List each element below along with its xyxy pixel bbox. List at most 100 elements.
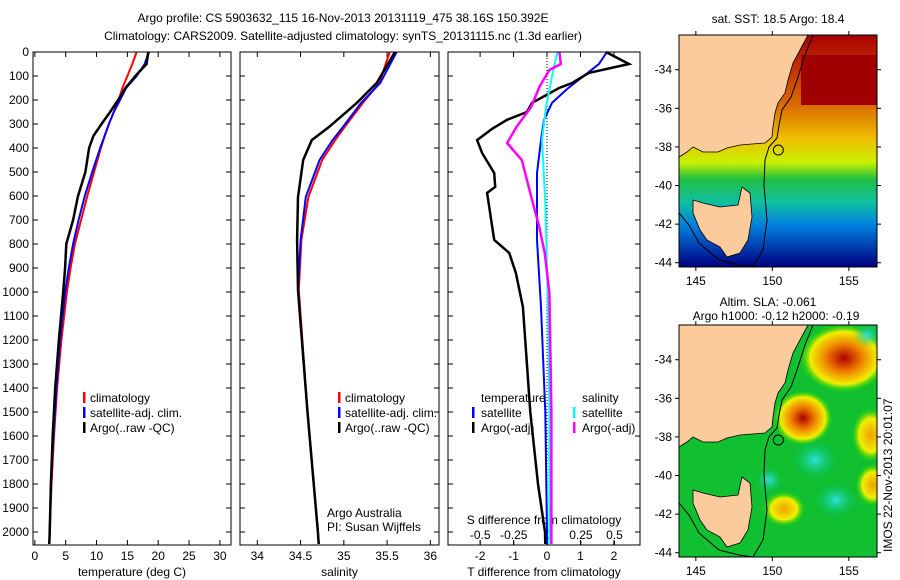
legend-label: satellite-adj. clim. (345, 406, 437, 420)
x-axis-label: temperature (deg C) (78, 565, 186, 579)
y-tick-label: 1200 (2, 333, 29, 347)
sla-cold-eddy (791, 440, 839, 480)
y-tick-label: 0 (22, 45, 29, 59)
y-tick-label: 200 (9, 93, 29, 107)
y-tick-label: 500 (9, 165, 29, 179)
sst-map-title: sat. SST: 18.5 Argo: 18.4 (712, 12, 845, 26)
legend-temperature: climatology satellite-adj. clim. Argo(..… (83, 391, 182, 435)
lat-tick-label: -38 (655, 430, 673, 444)
lat-tick-label: -42 (655, 507, 673, 521)
lon-tick-label: 150 (762, 564, 782, 578)
annotation-argo-australia: Argo Australia (327, 506, 402, 520)
legend-label: climatology (90, 391, 150, 405)
tasmania (692, 476, 753, 548)
legend-header-salinity: salinity (582, 391, 619, 405)
lon-tick-label: 145 (686, 564, 706, 578)
legend-label: Argo(..raw -QC) (90, 421, 175, 435)
tasmania (692, 186, 753, 258)
x2-tick-label: -0.25 (500, 528, 528, 542)
legend-label: Argo(..raw -QC) (345, 421, 430, 435)
y-tick-label: 1400 (2, 381, 29, 395)
y-tick-label: 1600 (2, 429, 29, 443)
sla-map-title-2: Argo h1000: -0.12 h2000: -0.19 (693, 309, 860, 323)
title-line-1: Argo profile: CS 5903632_115 16-Nov-2013… (138, 11, 549, 25)
y-tick-label: 300 (9, 117, 29, 131)
x-tick-label: 35 (337, 549, 351, 563)
lat-tick-label: -40 (655, 179, 673, 193)
legend-label: Argo(-adj) (582, 421, 635, 435)
x2-tick-label: 0.5 (606, 528, 623, 542)
series-t-argo-adj- (475, 50, 633, 545)
sst-warm-core (801, 55, 877, 105)
x-tick-label: 30 (213, 549, 227, 563)
legend-swatch-argo (83, 422, 86, 433)
shelf-contour (679, 325, 814, 557)
x-tick-label: 25 (182, 549, 196, 563)
x-tick-label: 36 (424, 549, 438, 563)
series-s-argo-adj- (505, 51, 563, 544)
x-axis-label: T difference from climatology (467, 565, 621, 579)
y-tick-label: 1900 (2, 501, 29, 515)
x-tick-label: 5 (62, 549, 69, 563)
legend-swatch-s-satellite (573, 407, 576, 418)
legend-swatch-s-argo (573, 422, 576, 433)
sla-map-frame (678, 324, 878, 558)
sla-cold-eddy (853, 325, 877, 347)
lon-tick-label: 145 (686, 274, 706, 288)
x-tick-label: 15 (121, 549, 135, 563)
lat-tick-label: -38 (655, 140, 673, 154)
lat-tick-label: -36 (655, 101, 673, 115)
sst-map (678, 34, 878, 268)
series-argo-raw-qc- (48, 51, 150, 545)
plot-frame (447, 51, 641, 546)
plot-frame (32, 51, 232, 546)
x-tick-label: 34.5 (289, 549, 313, 563)
legend-header-temperature: temperature (481, 391, 546, 405)
legend-swatch-satellite (83, 407, 86, 418)
x-tick-label: 0 (32, 549, 39, 563)
annotation-pi: PI: Susan Wijffels (327, 520, 421, 534)
lat-tick-label: -34 (655, 63, 673, 77)
x-tick-label: 0 (544, 549, 551, 563)
australia-mainland (679, 325, 809, 448)
sla-map-title-1: Altim. SLA: -0.061 (720, 295, 817, 309)
lat-tick-label: -44 (655, 546, 673, 560)
argo-location-marker (772, 144, 784, 156)
sla-cold-eddy (755, 466, 783, 494)
legend-swatch-satellite (338, 407, 341, 418)
x2-tick-label: -0.5 (470, 528, 491, 542)
legend-swatch-t-argo (472, 422, 475, 433)
legend-salinity: climatology satellite-adj. clim. Argo(..… (327, 391, 437, 534)
lat-tick-label: -34 (655, 353, 673, 367)
series-s-satellite (540, 51, 559, 544)
sla-map (678, 324, 878, 558)
legend-label: climatology (345, 391, 405, 405)
sla-eddy (855, 463, 877, 507)
lon-tick-label: 155 (839, 564, 859, 578)
sla-eddy (851, 407, 877, 463)
x2-tick-label: 0.25 (569, 528, 593, 542)
plot-frame (239, 51, 440, 546)
profile-panel-3: -2 -1 0 1 2 T difference from climatology -0.5… (447, 50, 641, 579)
argo-location-marker (772, 434, 784, 446)
title-line-2: Climatology: CARS2009. Satellite-adjuste… (104, 29, 582, 43)
legend-label: satellite (582, 406, 623, 420)
legend-swatch-climatology (338, 392, 341, 403)
lon-tick-label: 150 (762, 274, 782, 288)
profile-panel-1: 0100200300400500600700800900100011001200… (2, 45, 232, 579)
y-tick-label: 1500 (2, 405, 29, 419)
x-axis-label: salinity (321, 565, 358, 579)
australia-mainland (679, 35, 809, 158)
lat-tick-label: -40 (655, 469, 673, 483)
lon-tick-label: 155 (839, 274, 859, 288)
legend-swatch-argo (338, 422, 341, 433)
legend-swatch-climatology (83, 392, 86, 403)
y-tick-label: 1700 (2, 453, 29, 467)
shelf-contour (679, 35, 814, 267)
x-tick-label: 34 (251, 549, 265, 563)
y-tick-label: 600 (9, 189, 29, 203)
y-tick-label: 900 (9, 261, 29, 275)
x-tick-label: -1 (508, 549, 519, 563)
y-tick-label: 1300 (2, 357, 29, 371)
